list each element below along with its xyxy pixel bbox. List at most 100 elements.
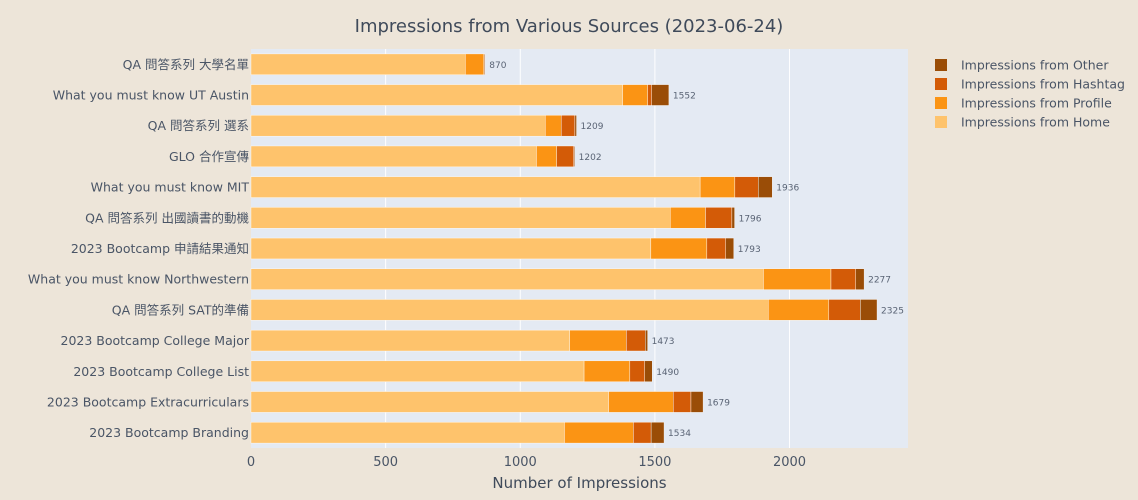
- bar-segment: [250, 391, 609, 413]
- bar-segment: [564, 422, 634, 444]
- bar-segment: [673, 391, 692, 413]
- legend-label: Impressions from Hashtag: [961, 77, 1125, 92]
- legend-item[interactable]: Impressions from Hashtag: [935, 77, 1125, 92]
- bar-segment: [768, 299, 830, 321]
- bar-total-label: 1473: [652, 337, 675, 347]
- bar-segment: [629, 360, 645, 382]
- y-tick-label: 2023 Bootcamp 申請結果通知: [71, 241, 249, 256]
- bar-segment: [828, 299, 861, 321]
- bar-segment: [569, 329, 627, 352]
- legend-item[interactable]: Impressions from Other: [935, 58, 1109, 73]
- bar-total-label: 2325: [881, 306, 904, 316]
- bar-segment: [670, 207, 706, 229]
- bar-total-label: 1202: [579, 153, 602, 163]
- bar-segment: [250, 115, 546, 137]
- y-tick-label: QA 問答系列 選系: [148, 118, 249, 133]
- x-axis-label: Number of Impressions: [492, 474, 666, 492]
- x-tick-label: 0: [247, 455, 255, 470]
- legend-label: Impressions from Profile: [961, 96, 1112, 111]
- legend-swatch: [935, 78, 947, 90]
- bar-segment: [633, 422, 652, 444]
- bar-segment: [250, 237, 652, 260]
- y-tick-label: 2023 Bootcamp Branding: [89, 425, 249, 440]
- bar-segment: [574, 115, 577, 137]
- bar-segment: [651, 84, 670, 106]
- legend-item[interactable]: Impressions from Profile: [935, 96, 1112, 111]
- y-tick-label: GLO 合作宣傳: [169, 149, 250, 164]
- legend-label: Impressions from Home: [961, 115, 1110, 130]
- bar-segment: [250, 176, 701, 198]
- bar-total-label: 2277: [868, 276, 891, 286]
- bar-segment: [763, 268, 832, 290]
- bar-segment: [583, 360, 631, 382]
- bar-total-label: 1796: [739, 214, 762, 224]
- bar-segment: [250, 53, 466, 75]
- bar-segment: [725, 237, 734, 260]
- bar-segment: [250, 422, 565, 444]
- y-tick-label: 2023 Bootcamp College List: [73, 364, 249, 379]
- legend-swatch: [935, 59, 947, 71]
- bar-segment: [250, 145, 537, 168]
- legend-item[interactable]: Impressions from Home: [935, 115, 1110, 130]
- bar-segment: [647, 84, 652, 106]
- bar-segment: [573, 145, 575, 168]
- bar-total-label: 1679: [707, 398, 730, 408]
- y-tick-label: 2023 Bootcamp Extracurriculars: [47, 394, 249, 409]
- y-tick-label: QA 問答系列 SAT的準備: [112, 302, 249, 317]
- bar-total-label: 1552: [673, 92, 696, 102]
- bar-segment: [250, 207, 671, 229]
- bar-segment: [250, 268, 764, 290]
- bar-segment: [608, 391, 674, 413]
- x-axis-ticks: 0 500 1000 1500 2000: [247, 455, 806, 470]
- bar-segment: [650, 422, 665, 444]
- bar-total-label: 1490: [656, 368, 679, 378]
- bar-segment: [650, 237, 708, 260]
- legend-label: Impressions from Other: [961, 58, 1109, 73]
- y-tick-label: 2023 Bootcamp College Major: [61, 333, 250, 348]
- bar-segment: [645, 329, 648, 352]
- bar-segment: [560, 115, 576, 137]
- bar-total-label: 870: [489, 61, 506, 71]
- y-axis-ticks: QA 問答系列 大學名單 What you must know UT Austin…: [28, 57, 250, 440]
- bar-total-label: 1936: [776, 184, 799, 194]
- bar-segment: [690, 391, 704, 413]
- bar-segment: [706, 237, 726, 260]
- bar-segment: [622, 84, 648, 106]
- legend[interactable]: Impressions from Other Impressions from H…: [935, 58, 1125, 130]
- bar-segment: [626, 329, 646, 352]
- legend-swatch: [935, 97, 947, 109]
- bar-segment: [250, 84, 623, 106]
- bar-segment: [758, 176, 773, 198]
- y-tick-label: What you must know UT Austin: [53, 88, 249, 103]
- bar-segment: [830, 268, 856, 290]
- bars-group: [250, 53, 878, 444]
- bar-segment: [556, 145, 575, 168]
- chart-title: Impressions from Various Sources (2023-0…: [355, 16, 784, 37]
- y-tick-label: QA 問答系列 出國讀書的動機: [85, 210, 249, 225]
- bar-segment: [536, 145, 557, 168]
- bar-total-label: 1534: [668, 429, 691, 439]
- bar-total-label: 1209: [581, 122, 604, 132]
- total-labels: 870 1552 1209 1202 1936 1796 1793 2277 2325 1473 1…: [489, 61, 904, 439]
- bar-segment: [250, 360, 585, 382]
- legend-swatch: [935, 116, 947, 128]
- x-tick-label: 500: [373, 455, 398, 470]
- bar-segment: [644, 360, 653, 382]
- bar-segment: [860, 299, 878, 321]
- bar-segment: [855, 268, 865, 290]
- bar-segment: [484, 53, 486, 75]
- x-tick-label: 1500: [638, 455, 671, 470]
- bar-segment: [731, 207, 735, 229]
- x-tick-label: 2000: [773, 455, 806, 470]
- bar-segment: [250, 299, 769, 321]
- bar-segment: [699, 176, 736, 198]
- bar-segment: [465, 53, 485, 75]
- bar-segment: [545, 115, 562, 137]
- x-tick-label: 1000: [504, 455, 537, 470]
- bar-total-label: 1793: [738, 245, 761, 255]
- bar-segment: [705, 207, 733, 229]
- bar-segment: [250, 329, 571, 352]
- y-tick-label: QA 問答系列 大學名單: [123, 57, 249, 72]
